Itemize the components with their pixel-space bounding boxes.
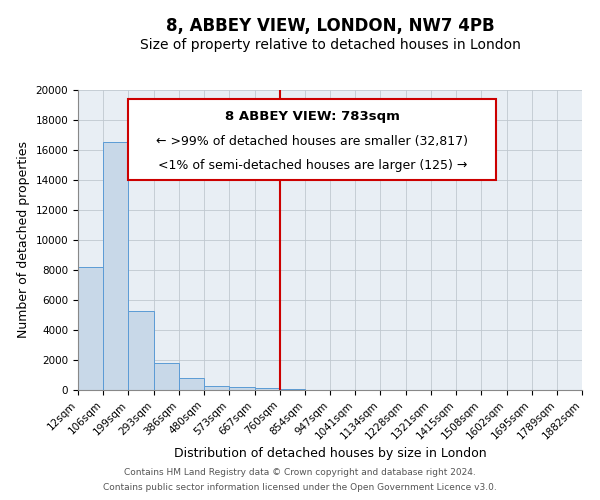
Text: Contains public sector information licensed under the Open Government Licence v3: Contains public sector information licen…	[103, 483, 497, 492]
Text: 8, ABBEY VIEW, LONDON, NW7 4PB: 8, ABBEY VIEW, LONDON, NW7 4PB	[166, 18, 494, 36]
Text: <1% of semi-detached houses are larger (125) →: <1% of semi-detached houses are larger (…	[158, 159, 467, 172]
Bar	[78, 267, 103, 390]
Bar	[179, 378, 204, 390]
Text: Size of property relative to detached houses in London: Size of property relative to detached ho…	[140, 38, 520, 52]
Text: Contains HM Land Registry data © Crown copyright and database right 2024.: Contains HM Land Registry data © Crown c…	[124, 468, 476, 477]
Bar	[103, 142, 128, 390]
Text: 8 ABBEY VIEW: 783sqm: 8 ABBEY VIEW: 783sqm	[225, 110, 400, 124]
Bar	[204, 386, 229, 390]
Bar	[254, 388, 280, 390]
Bar	[154, 363, 179, 390]
Bar	[280, 388, 305, 390]
Y-axis label: Number of detached properties: Number of detached properties	[17, 142, 30, 338]
Bar	[128, 310, 154, 390]
Text: ← >99% of detached houses are smaller (32,817): ← >99% of detached houses are smaller (3…	[157, 134, 469, 147]
FancyBboxPatch shape	[128, 99, 496, 180]
X-axis label: Distribution of detached houses by size in London: Distribution of detached houses by size …	[173, 447, 487, 460]
Bar	[229, 387, 254, 390]
